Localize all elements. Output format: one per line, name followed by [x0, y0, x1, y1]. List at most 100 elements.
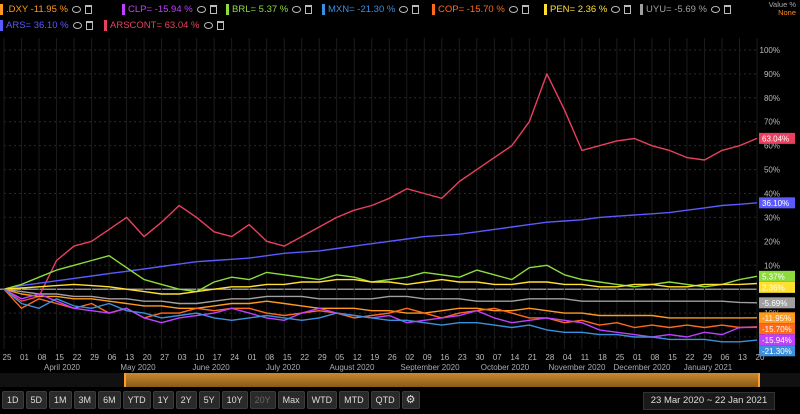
visibility-icon[interactable] [203, 22, 213, 29]
legend-item[interactable]: ARSCONT= 63.04 % [104, 18, 224, 33]
end-label-box [759, 132, 795, 144]
gear-icon[interactable]: ⚙ [401, 391, 420, 409]
series-end-label: 63.04% [759, 132, 795, 144]
visibility-icon[interactable] [508, 6, 518, 13]
x-tick-label: 29 [90, 353, 99, 362]
trash-icon[interactable] [305, 5, 313, 14]
series-end-label: -5.69% [759, 297, 795, 309]
series-line [3, 288, 758, 305]
visibility-icon[interactable] [292, 6, 302, 13]
end-label-text: -21.30% [762, 347, 792, 356]
end-label-box [759, 312, 795, 324]
period-button[interactable]: 3M [73, 391, 97, 409]
legend-swatch [322, 4, 325, 15]
period-button[interactable]: 20Y [249, 391, 276, 409]
period-button[interactable]: 1M [49, 391, 72, 409]
value-mode-label[interactable]: Value % None [769, 1, 796, 17]
legend-item[interactable]: UYU= -5.69 % [640, 2, 731, 17]
scrollbar-right-handle[interactable] [758, 373, 760, 387]
series-end-label: -11.95% [759, 312, 795, 324]
x-tick-label: 22 [300, 353, 309, 362]
visibility-icon[interactable] [196, 6, 206, 13]
series-end-label: -21.30% [759, 345, 795, 357]
scrollbar-left-handle[interactable] [124, 373, 126, 387]
trash-icon[interactable] [412, 5, 420, 14]
trash-icon[interactable] [724, 5, 731, 14]
series-end-label: 5.37% [759, 270, 795, 282]
period-button[interactable]: YTD [122, 391, 151, 409]
legend-item[interactable]: .DXY -11.95 % [0, 2, 92, 17]
y-tick-label: 10% [764, 261, 780, 270]
legend-swatch [122, 4, 125, 15]
series-end-label: -15.70% [759, 323, 795, 335]
month-label: October 2020 [481, 363, 530, 372]
end-label-text: -5.69% [762, 299, 787, 308]
legend-label: BRL= 5.37 % [232, 4, 289, 15]
x-tick-label: 02 [405, 353, 414, 362]
period-button[interactable]: 1D [2, 391, 24, 409]
end-label-text: 36.10% [762, 199, 789, 208]
y-tick-label: 80% [764, 94, 780, 103]
visibility-icon[interactable] [611, 6, 621, 13]
legend-bar: .DXY -11.95 % CLP= -15.94 % BRL= 5.37 % MXN… [0, 0, 800, 38]
x-tick-label: 20 [756, 353, 765, 362]
x-tick-label: 25 [3, 353, 12, 362]
trash-icon[interactable] [85, 21, 93, 30]
month-label: August 2020 [330, 363, 375, 372]
legend-item[interactable]: CLP= -15.94 % [122, 2, 217, 17]
end-label-box [759, 270, 795, 282]
y-tick-label: 40% [764, 190, 780, 199]
month-label: November 2020 [549, 363, 606, 372]
date-range-field[interactable]: 23 Mar 2020 ~ 22 Jan 2021 [643, 392, 775, 410]
legend-label: COP= -15.70 % [438, 4, 505, 15]
x-tick-label: 01 [248, 353, 257, 362]
end-label-box [759, 297, 795, 309]
end-label-text: -15.94% [762, 336, 792, 345]
legend-label: PEN= 2.36 % [550, 4, 608, 15]
x-tick-label: 16 [440, 353, 449, 362]
x-tick-label: 08 [265, 353, 274, 362]
visibility-icon[interactable] [399, 6, 409, 13]
visibility-icon[interactable] [72, 22, 82, 29]
legend-item[interactable]: PEN= 2.36 % [544, 2, 632, 17]
trash-icon[interactable] [216, 21, 224, 30]
series-line [3, 288, 758, 343]
legend-label: CLP= -15.94 % [128, 4, 193, 15]
period-button[interactable]: Max [277, 391, 305, 409]
x-tick-label: 09 [423, 353, 432, 362]
visibility-icon[interactable] [71, 6, 81, 13]
time-scrollbar-range[interactable] [124, 373, 760, 387]
period-button[interactable]: 5D [25, 391, 48, 409]
period-button[interactable]: 5Y [198, 391, 220, 409]
x-tick-label: 08 [650, 353, 659, 362]
y-tick-label: 50% [764, 166, 780, 175]
trash-icon[interactable] [624, 5, 632, 14]
legend-item[interactable]: BRL= 5.37 % [226, 2, 313, 17]
legend-swatch [104, 20, 107, 31]
x-tick-label: 05 [335, 353, 344, 362]
visibility-icon[interactable] [711, 6, 720, 13]
period-button[interactable]: 6M [98, 391, 121, 409]
value-mode-value: None [778, 8, 796, 17]
trash-icon[interactable] [209, 5, 217, 14]
x-tick-label: 26 [388, 353, 397, 362]
trash-icon[interactable] [84, 5, 92, 14]
period-button[interactable]: 2Y [175, 391, 197, 409]
month-label: April 2020 [44, 363, 81, 372]
y-tick-label: 30% [764, 213, 780, 222]
period-button[interactable]: 10Y [221, 391, 248, 409]
period-button[interactable]: QTD [370, 391, 400, 409]
period-button[interactable]: 1Y [152, 391, 174, 409]
x-tick-label: 22 [686, 353, 695, 362]
trash-icon[interactable] [521, 5, 529, 14]
legend-item[interactable]: COP= -15.70 % [432, 2, 529, 17]
period-button[interactable]: MTD [339, 391, 369, 409]
series-line [3, 254, 758, 293]
month-label: December 2020 [614, 363, 671, 372]
legend-swatch [432, 4, 435, 15]
period-button[interactable]: WTD [306, 391, 338, 409]
legend-item[interactable]: MXN= -21.30 % [322, 2, 420, 17]
legend-item[interactable]: ARS= 36.10 % [0, 18, 93, 33]
series-end-label: 36.10% [759, 197, 795, 209]
x-tick-label: 27 [160, 353, 169, 362]
